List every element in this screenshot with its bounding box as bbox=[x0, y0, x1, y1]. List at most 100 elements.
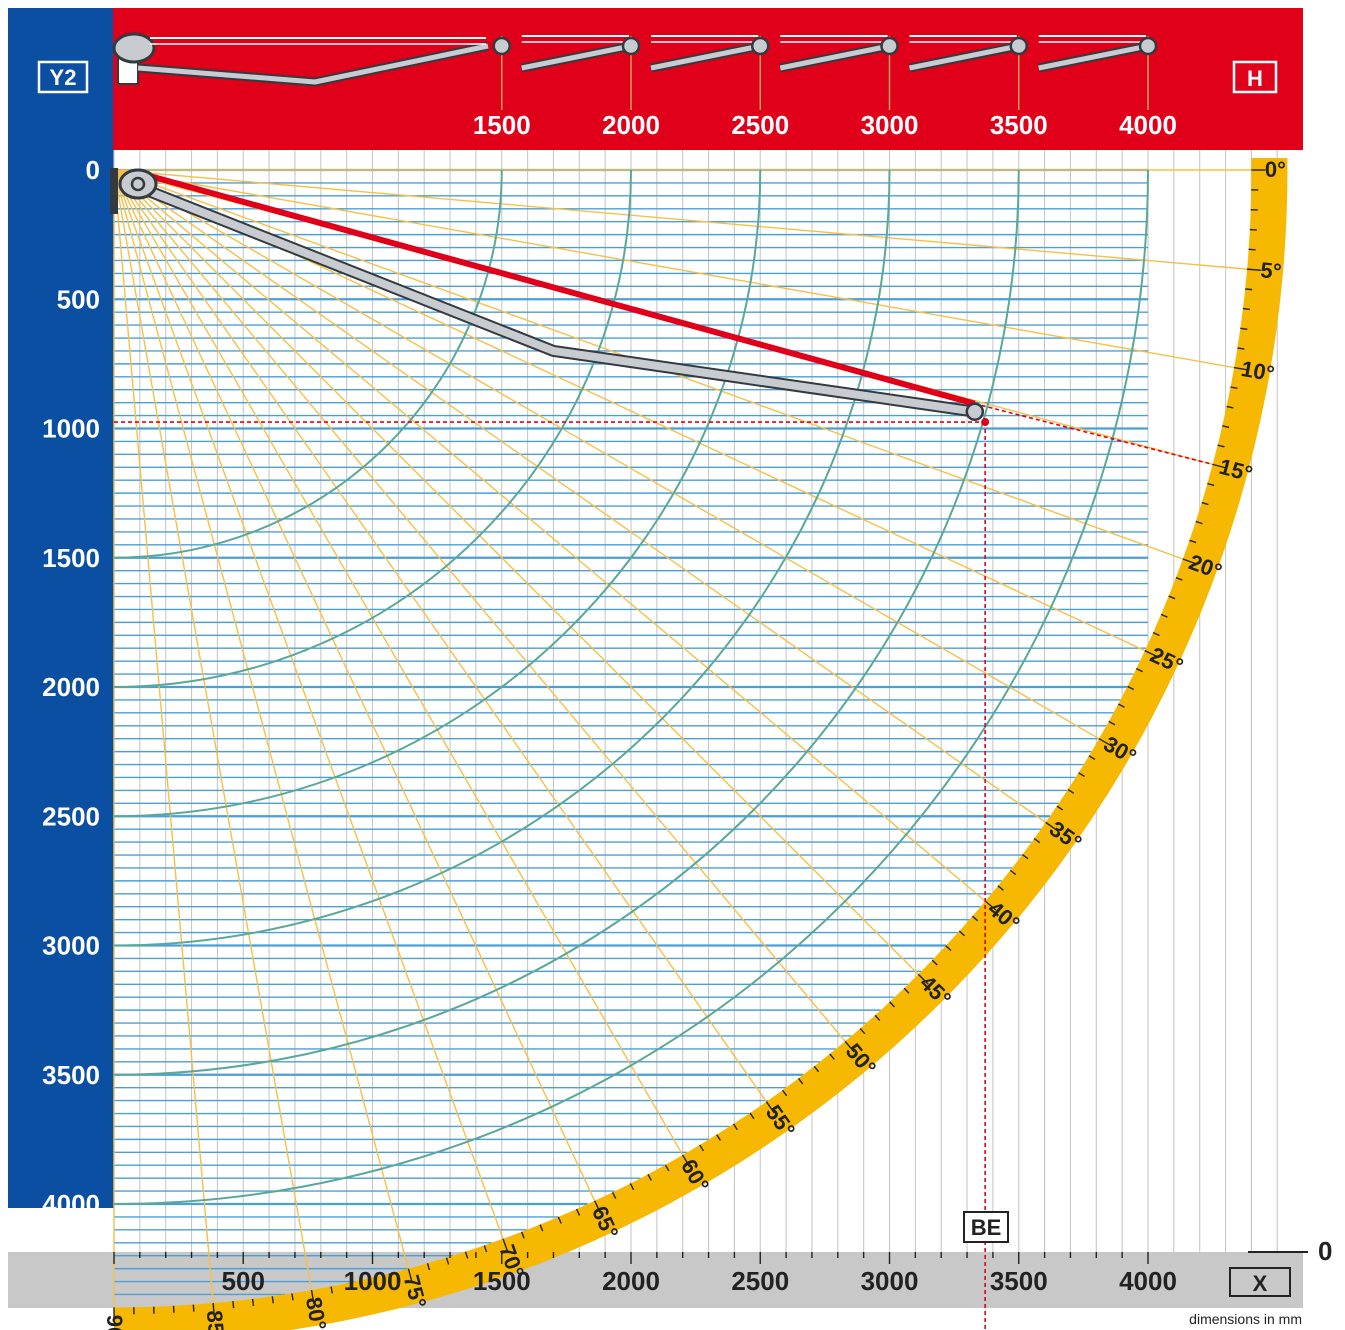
angle-scale-label: 90° bbox=[102, 1315, 127, 1330]
scale-tick bbox=[1067, 788, 1075, 794]
construction-lines bbox=[114, 402, 1213, 1330]
x-axis-tick-label: 4000 bbox=[1119, 1266, 1177, 1296]
y-axis-tick-label: 4000 bbox=[42, 1189, 100, 1219]
left-axis-band bbox=[8, 8, 114, 1208]
angle-line bbox=[113, 169, 919, 975]
scale-tick bbox=[971, 915, 979, 922]
y-axis-tick-label: 1000 bbox=[42, 414, 100, 444]
scale-tick bbox=[349, 1282, 353, 1290]
radius-arc bbox=[113, 169, 632, 688]
arm-projection-label: 3000 bbox=[861, 110, 919, 140]
x-axis-tick-label: 1000 bbox=[344, 1266, 402, 1296]
scale-tick bbox=[716, 1134, 722, 1141]
scale-tick bbox=[765, 1101, 775, 1114]
thumb-arm-body bbox=[909, 43, 1020, 71]
vertical-grid bbox=[113, 150, 1278, 1252]
scale-tick bbox=[575, 1208, 581, 1216]
x-axis-tick-label: 1500 bbox=[473, 1266, 531, 1296]
radius-arcs bbox=[113, 169, 1149, 1205]
scale-tick bbox=[931, 959, 938, 966]
angle-line bbox=[113, 169, 214, 1304]
angle-scale-label: 85° bbox=[202, 1309, 230, 1330]
scale-tick bbox=[1189, 539, 1197, 544]
scale-tick bbox=[388, 1273, 392, 1281]
h-tag-label: H bbox=[1247, 66, 1263, 91]
scale-tick bbox=[1195, 520, 1203, 525]
y-axis-labels: 0 500 1000 1500 2000 2500 3000 3500 4000 bbox=[42, 155, 100, 1219]
scale-tick bbox=[889, 1001, 895, 1008]
y2-tag-label: Y2 bbox=[50, 65, 77, 90]
be-tag: BE bbox=[963, 1211, 1009, 1243]
scale-tick bbox=[664, 1164, 670, 1172]
radius-arc bbox=[113, 169, 1020, 1076]
angle-line bbox=[113, 169, 1047, 823]
angle-line bbox=[113, 169, 313, 1291]
arm-pivot-hole bbox=[130, 176, 146, 192]
thumb-arm-body bbox=[137, 43, 489, 85]
h-tag: H bbox=[1232, 60, 1278, 94]
scale-tick bbox=[997, 885, 1004, 891]
scale-tick bbox=[1021, 853, 1029, 860]
example-point bbox=[981, 418, 990, 427]
scale-tick bbox=[464, 1251, 469, 1259]
y-axis-tick-label: 2500 bbox=[42, 801, 100, 831]
scale-tick bbox=[369, 1278, 373, 1286]
scale-tick bbox=[251, 1298, 255, 1306]
x-axis-tick-label: 2000 bbox=[602, 1266, 660, 1296]
scale-tick bbox=[310, 1289, 315, 1305]
arm-pivot-housing bbox=[118, 168, 158, 200]
scale-tick bbox=[1207, 482, 1215, 487]
arm-thumbnails bbox=[112, 32, 1158, 110]
scale-tick bbox=[1127, 685, 1134, 691]
radius-arc bbox=[113, 169, 891, 947]
arm-projection-label: 4000 bbox=[1119, 110, 1177, 140]
scale-tick bbox=[813, 1065, 820, 1073]
thumb-tip-joint bbox=[751, 36, 770, 56]
angle-scale-label: 10° bbox=[1239, 356, 1276, 386]
scale-tick bbox=[1009, 869, 1017, 876]
scale-tick bbox=[1247, 268, 1262, 272]
scale-tick bbox=[1160, 613, 1168, 618]
scale-tick bbox=[1078, 772, 1085, 778]
y-axis-tick-label: 500 bbox=[57, 284, 100, 314]
angle-scale-ticks bbox=[113, 169, 1266, 1322]
scale-tick bbox=[291, 1293, 294, 1301]
awning-arm bbox=[110, 168, 985, 421]
thumb-tip-joint bbox=[880, 36, 899, 56]
zero-mark-label: 0 bbox=[1318, 1236, 1332, 1266]
scale-tick bbox=[271, 1296, 274, 1304]
scale-tick bbox=[520, 1231, 525, 1239]
scale-tick bbox=[483, 1245, 488, 1253]
scale-tick bbox=[1242, 307, 1250, 311]
scale-tick bbox=[859, 1027, 866, 1035]
y-axis-tick-label: 3000 bbox=[42, 931, 100, 961]
pitch-line bbox=[139, 170, 976, 407]
scale-tick bbox=[1108, 720, 1116, 726]
scale-tick bbox=[1226, 405, 1234, 409]
thumb-arm-body bbox=[779, 43, 890, 71]
pitch-extension-line bbox=[974, 402, 1213, 466]
scale-tick bbox=[1135, 667, 1143, 673]
scale-tick bbox=[1088, 755, 1096, 761]
thumb-pivot bbox=[112, 32, 156, 64]
scale-tick bbox=[1245, 288, 1253, 291]
scale-tick bbox=[1233, 366, 1249, 371]
angle-line bbox=[113, 169, 767, 1103]
angle-line bbox=[113, 169, 1248, 270]
scale-tick bbox=[1033, 837, 1041, 844]
y-axis-tick-label: 0 bbox=[86, 155, 100, 185]
radius-arc bbox=[113, 169, 1149, 1205]
scale-tick bbox=[1098, 738, 1112, 747]
arm-projection-labels: 1500 2000 2500 3000 3500 4000 bbox=[473, 110, 1177, 140]
scale-tick bbox=[1168, 595, 1176, 600]
scale-tick bbox=[1230, 386, 1238, 390]
arm-projection-label: 2500 bbox=[731, 110, 789, 140]
scale-tick bbox=[781, 1089, 788, 1097]
arm-tip-joint bbox=[965, 402, 985, 421]
scale-tick bbox=[903, 987, 910, 994]
scale-tick bbox=[212, 1303, 216, 1318]
scale-tick bbox=[1240, 327, 1248, 330]
scale-tick bbox=[1182, 558, 1197, 565]
scale-tick bbox=[945, 945, 952, 951]
angle-line bbox=[113, 169, 410, 1269]
